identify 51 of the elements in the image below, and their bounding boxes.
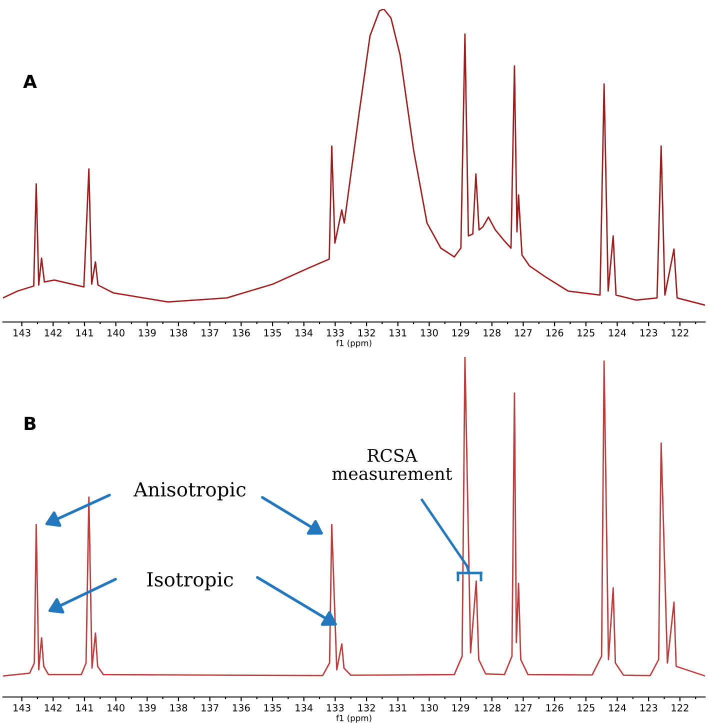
x-tick-label: 139 (138, 704, 156, 712)
x-axis-title: f1 (ppm) (336, 340, 372, 348)
x-tick-label: 141 (76, 704, 93, 712)
x-tick-label: 124 (609, 329, 626, 336)
x-tick-label: 132 (358, 329, 375, 336)
x-tick-label: 125 (578, 704, 594, 712)
x-tick-label: 123 (640, 329, 658, 336)
x-tick-label: 129 (452, 704, 470, 712)
x-tick-label: 137 (202, 329, 218, 336)
annotation: RCSA measurement (332, 448, 452, 480)
x-tick-label: 130 (421, 704, 438, 712)
x-tick-label: 122 (672, 704, 688, 712)
x-tick-label: 128 (484, 329, 501, 336)
x-tick-label: 134 (296, 329, 313, 336)
x-tick-label: 131 (390, 704, 406, 712)
x-tick-label: 127 (515, 704, 532, 712)
x-tick-label: 137 (202, 704, 218, 712)
x-tick-label: 138 (170, 704, 188, 712)
x-tick-label: 139 (138, 329, 156, 336)
annotation: B (24, 416, 36, 430)
annotation: Isotropic (147, 572, 233, 590)
x-tick-label: 136 (232, 704, 250, 712)
x-tick-label: 133 (326, 704, 344, 712)
x-tick-label: 128 (484, 704, 501, 712)
x-tick-label: 135 (264, 704, 281, 712)
x-tick-label: 140 (108, 329, 124, 336)
x-tick-label: 130 (421, 329, 438, 336)
x-tick-label: 142 (44, 704, 62, 712)
x-axis-title: f1 (ppm) (336, 714, 372, 723)
x-tick-label: 123 (640, 704, 658, 712)
annotation: Anisotropic (133, 482, 246, 500)
x-tick-label: 134 (296, 704, 313, 712)
x-tick-label: 126 (546, 329, 564, 336)
x-tick-label: 143 (14, 704, 30, 712)
x-tick-label: 122 (672, 329, 688, 336)
annotation: A (23, 74, 37, 88)
x-tick-label: 129 (452, 329, 470, 336)
x-tick-label: 135 (264, 329, 281, 336)
x-tick-label: 136 (232, 329, 250, 336)
x-tick-label: 140 (108, 704, 124, 712)
x-tick-label: 127 (515, 329, 532, 336)
x-tick-label: 142 (44, 329, 62, 336)
x-tick-label: 131 (390, 329, 406, 336)
x-tick-label: 125 (578, 329, 594, 336)
x-tick-label: 141 (76, 329, 93, 336)
x-tick-label: 132 (358, 704, 375, 712)
x-tick-label: 133 (326, 329, 344, 336)
x-tick-label: 143 (14, 329, 30, 336)
x-tick-label: 138 (170, 329, 188, 336)
x-tick-label: 126 (546, 704, 564, 712)
x-tick-label: 124 (609, 704, 626, 712)
